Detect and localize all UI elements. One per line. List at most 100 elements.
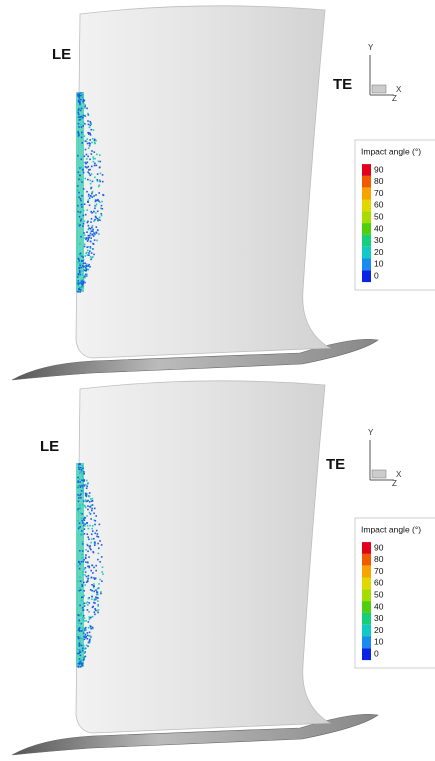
- impact-dot: [92, 138, 94, 140]
- impact-dot: [95, 589, 97, 591]
- impact-dot: [77, 280, 79, 282]
- impact-dot: [81, 479, 83, 481]
- axis-z-label: Z: [392, 479, 397, 488]
- impact-dot: [89, 496, 91, 498]
- impact-dot: [85, 549, 87, 551]
- impact-dot: [88, 195, 90, 197]
- impact-dot: [92, 504, 94, 506]
- impact-dot: [92, 156, 94, 158]
- impact-dot: [92, 616, 94, 618]
- impact-dot: [94, 177, 96, 179]
- impact-dot: [84, 639, 86, 641]
- impact-dot: [80, 467, 82, 469]
- impact-dot: [82, 260, 84, 262]
- impact-dot: [78, 468, 80, 470]
- impact-dot: [87, 120, 89, 122]
- impact-dot: [88, 252, 90, 254]
- impact-dot: [96, 226, 98, 228]
- impact-dot: [90, 233, 92, 235]
- impact-dot: [80, 116, 82, 118]
- impact-dot: [81, 206, 83, 208]
- impact-dot: [98, 548, 100, 550]
- impact-dot: [83, 590, 85, 592]
- impact-dot: [80, 613, 82, 615]
- leading-edge-label: LE: [52, 46, 71, 63]
- impact-dot: [91, 596, 93, 598]
- impact-dot: [80, 212, 82, 214]
- impact-strip: [76, 463, 84, 667]
- axis-z-label: Z: [392, 94, 397, 103]
- colorbar-segment: [362, 566, 371, 578]
- impact-dot: [99, 540, 101, 542]
- impact-dot: [87, 566, 89, 568]
- colorbar-segment: [362, 589, 371, 601]
- impact-dot: [78, 497, 80, 499]
- impact-dot: [83, 630, 85, 632]
- impact-dot: [77, 565, 79, 567]
- impact-dot: [83, 649, 85, 651]
- impact-dot: [93, 158, 95, 160]
- impact-dot: [89, 640, 91, 642]
- colorbar-segment: [362, 164, 371, 176]
- impact-dot: [97, 533, 99, 535]
- impact-dot: [88, 225, 90, 227]
- impact-dot: [87, 482, 89, 484]
- impact-dot: [91, 508, 93, 510]
- impact-dot: [88, 575, 90, 577]
- impact-dot: [90, 636, 92, 638]
- impact-dot: [80, 580, 82, 582]
- impact-dot: [99, 181, 101, 183]
- impact-dot: [85, 214, 87, 216]
- impact-dot: [99, 524, 101, 526]
- impact-dot: [82, 571, 84, 573]
- impact-dot: [83, 135, 85, 137]
- impact-dot: [89, 145, 91, 147]
- colorbar-tick-label: 80: [374, 176, 384, 186]
- impact-dot: [90, 506, 92, 508]
- axis-y-label: Y: [368, 43, 374, 52]
- impact-dot: [82, 504, 84, 506]
- impact-dot: [81, 195, 83, 197]
- impact-dot: [82, 609, 84, 611]
- impact-dot: [77, 614, 79, 616]
- axis-x-label: X: [396, 85, 402, 94]
- colorbar-title: Impact angle (°): [361, 146, 421, 156]
- impact-dot: [93, 211, 95, 213]
- impact-dot: [96, 594, 98, 596]
- colorbar-tick-label: 40: [374, 223, 384, 233]
- axis-box: [372, 85, 386, 93]
- impact-dot: [99, 161, 101, 163]
- impact-dot: [86, 209, 88, 211]
- impact-dot: [78, 171, 80, 173]
- impact-dot: [79, 216, 81, 218]
- impact-dot: [85, 166, 87, 168]
- impact-dot: [79, 651, 81, 653]
- impact-dot: [95, 232, 97, 234]
- impact-dot: [97, 612, 99, 614]
- impact-dot: [88, 556, 90, 558]
- impact-dot: [94, 614, 96, 616]
- impact-dot: [79, 243, 81, 245]
- impact-dot: [81, 204, 83, 206]
- impact-dot: [82, 265, 84, 267]
- impact-dot: [91, 230, 93, 232]
- impact-dot: [90, 134, 92, 136]
- blade-body: [76, 6, 330, 358]
- impact-dot: [95, 216, 97, 218]
- impact-dot: [88, 264, 90, 266]
- impact-dot: [94, 140, 96, 142]
- impact-dot: [78, 133, 80, 135]
- impact-dot: [93, 129, 95, 131]
- impact-dot: [87, 601, 89, 603]
- impact-dot: [84, 275, 86, 277]
- impact-dot: [83, 281, 85, 283]
- impact-dot: [84, 266, 86, 268]
- impact-dot: [91, 218, 93, 220]
- impact-dot: [96, 592, 98, 594]
- impact-dot: [94, 598, 96, 600]
- impact-dot: [90, 123, 92, 125]
- impact-dot: [89, 567, 91, 569]
- impact-dot: [83, 603, 85, 605]
- impact-dot: [95, 570, 97, 572]
- impact-dot: [100, 213, 102, 215]
